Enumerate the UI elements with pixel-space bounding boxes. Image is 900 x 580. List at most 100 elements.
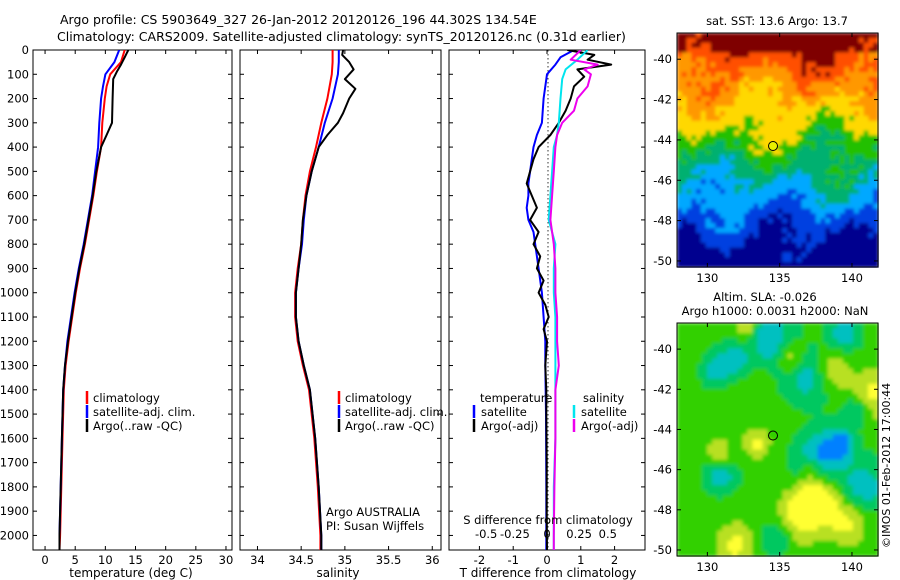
heatmap-cell <box>822 464 829 471</box>
heatmap-cell <box>697 540 703 547</box>
heatmap-cell <box>852 368 859 375</box>
heatmap-cell <box>722 363 728 370</box>
heatmap-cell <box>857 515 864 522</box>
heatmap-cell <box>862 363 869 370</box>
heatmap-cell <box>807 550 814 557</box>
heatmap-cell <box>782 203 788 210</box>
heatmap-cell <box>742 500 748 506</box>
heatmap-cell <box>837 419 844 425</box>
heatmap-cell <box>863 247 870 253</box>
heatmap-cell <box>729 91 736 97</box>
heatmap-cell <box>857 409 864 415</box>
heatmap-cell <box>772 150 779 156</box>
heatmap-cell <box>702 393 708 400</box>
heatmap-cell <box>681 223 688 229</box>
heatmap-cell <box>762 474 769 481</box>
heatmap-cell <box>847 429 854 436</box>
heatmap-cell <box>691 140 697 146</box>
heatmap-cell <box>710 218 716 224</box>
heatmap-cell <box>687 368 693 375</box>
heatmap-cell <box>744 203 750 210</box>
heatmap-cell <box>817 480 824 486</box>
heatmap-cell <box>720 203 726 210</box>
heatmap-cell <box>787 510 794 517</box>
heatmap-cell <box>782 439 789 446</box>
heatmap-cell <box>817 464 824 471</box>
heatmap-cell <box>734 57 740 63</box>
heatmap-cell <box>817 383 824 390</box>
heatmap-cell <box>858 228 865 234</box>
heatmap-cell <box>687 398 693 405</box>
heatmap-cell <box>691 257 697 263</box>
heatmap-cell <box>802 358 809 365</box>
heatmap-cell <box>822 485 829 491</box>
heatmap-cell <box>863 232 870 239</box>
heatmap-cell <box>720 111 726 117</box>
heatmap-cell <box>811 72 817 78</box>
heatmap-cell <box>815 179 822 185</box>
heatmap-cell <box>763 159 769 166</box>
heatmap-cell <box>682 393 688 400</box>
heatmap-cell <box>752 378 759 385</box>
heatmap-cell <box>817 505 824 512</box>
heatmap-cell <box>686 37 692 44</box>
heatmap-cell <box>827 469 834 476</box>
heatmap-cell <box>677 198 683 205</box>
heatmap-cell <box>842 474 849 481</box>
heatmap-cell <box>707 323 713 329</box>
heatmap-cell <box>707 388 713 395</box>
heatmap-cell <box>801 232 807 239</box>
temperature-panel: 0100200300400500600700800900100011001200… <box>0 43 233 580</box>
heatmap-cell <box>873 237 879 244</box>
heatmap-cell <box>830 257 836 263</box>
heatmap-cell <box>806 111 812 117</box>
heatmap-cell <box>687 358 693 365</box>
heatmap-cell <box>767 525 774 532</box>
heatmap-cell <box>722 429 728 436</box>
heatmap-cell <box>807 474 814 481</box>
heatmap-cell <box>791 42 798 49</box>
heatmap-cell <box>700 232 707 239</box>
heatmap-cell <box>827 459 834 466</box>
heatmap-cell <box>767 358 774 365</box>
heatmap-cell <box>753 179 759 185</box>
heatmap-cell <box>767 174 774 180</box>
heatmap-cell <box>715 125 721 132</box>
heatmap-cell <box>687 480 693 486</box>
heatmap-cell <box>787 67 793 73</box>
heatmap-cell <box>767 444 774 451</box>
heatmap-cell <box>700 193 707 200</box>
heatmap-cell <box>787 223 793 229</box>
heatmap-cell <box>744 198 750 205</box>
heatmap-cell <box>767 485 774 491</box>
heatmap-cell <box>692 515 698 522</box>
heatmap-cell <box>820 57 826 63</box>
heatmap-cell <box>801 179 807 185</box>
heatmap-cell <box>787 505 794 512</box>
heatmap-cell <box>867 333 874 339</box>
heatmap-cell <box>872 545 879 552</box>
heatmap-cell <box>720 42 726 49</box>
heatmap-cell <box>702 333 708 339</box>
heatmap-cell <box>858 42 865 49</box>
heatmap-cell <box>753 52 759 58</box>
heatmap-cell <box>806 193 812 200</box>
heatmap-cell <box>697 328 703 334</box>
heatmap-cell <box>767 208 774 214</box>
heatmap-cell <box>837 550 844 557</box>
heatmap-cell <box>758 135 764 141</box>
heatmap-cell <box>782 353 789 360</box>
heatmap-cell <box>697 343 703 349</box>
heatmap-cell <box>791 174 798 180</box>
heatmap-cell <box>827 480 834 486</box>
heatmap-cell <box>787 363 794 370</box>
heatmap-cell <box>727 454 733 461</box>
depth-tick-label: 1600 <box>0 431 29 445</box>
heatmap-cell <box>705 150 712 156</box>
heatmap-cell <box>796 67 803 73</box>
heatmap-cell <box>839 72 846 78</box>
heatmap-cell <box>763 193 769 200</box>
heatmap-cell <box>868 164 874 171</box>
heatmap-cell <box>812 530 819 537</box>
heatmap-cell <box>822 530 829 537</box>
